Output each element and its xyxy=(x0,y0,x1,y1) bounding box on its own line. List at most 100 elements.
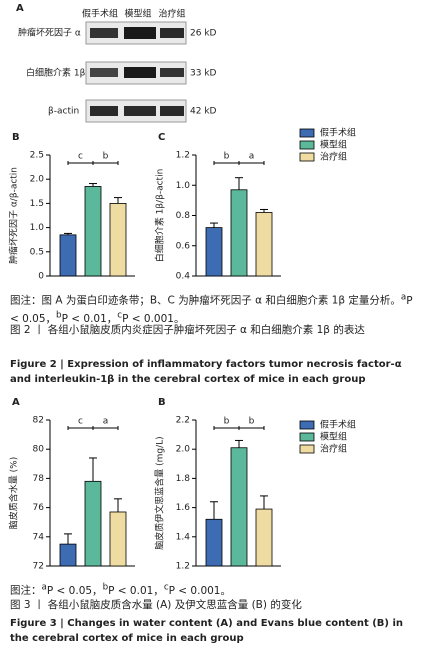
sig-sup: c xyxy=(163,582,169,592)
blot-row-label: 肿瘤坏死因子 α xyxy=(18,27,81,39)
legend-label: 假手术组 xyxy=(320,419,356,431)
sig-label: a xyxy=(103,417,109,427)
sig-sup: b xyxy=(102,582,109,592)
sig-sup: a xyxy=(41,582,47,592)
error-bar xyxy=(210,222,218,228)
sig-label: b xyxy=(224,152,230,162)
sig-label: b xyxy=(103,152,109,162)
blot-size: 33 kD xyxy=(190,69,217,79)
figure-title: 图 3 丨 各组小鼠脑皮质含水量 (A) 及伊文思蓝含量 (B) 的变化 xyxy=(10,599,302,611)
sig-label: b xyxy=(224,417,230,427)
y-axis-label: 脑皮质含水量 (%) xyxy=(8,457,20,529)
legend-swatch xyxy=(299,444,315,454)
legend-label: 治疗组 xyxy=(320,443,347,455)
y-tick-label: 2.0 xyxy=(30,175,45,185)
figure-title-en: Figure 3 | Changes in water content (A) … xyxy=(10,618,403,644)
bar xyxy=(109,202,127,277)
sig-text: P < 0.01， xyxy=(108,584,164,597)
error-bar xyxy=(235,439,243,448)
error-bar xyxy=(210,501,218,520)
panel-label: A xyxy=(16,3,24,14)
blot-size: 42 kD xyxy=(190,107,217,117)
error-bar xyxy=(64,232,72,235)
sig-text: P < 0.05， xyxy=(10,294,413,326)
figure-note: 图注：图 A 为蛋白印迹条带；B、C 为肿瘤坏死因子 α 和白细胞介素 1β 定… xyxy=(10,290,415,327)
sig-notes: aP < 0.05，bP < 0.01，cP < 0.001。 xyxy=(41,582,232,597)
legend-label: 模型组 xyxy=(320,139,347,151)
sig-text: P < 0.001。 xyxy=(122,313,185,325)
bar xyxy=(255,212,273,277)
y-tick-label: 0.8 xyxy=(176,211,191,221)
y-tick-label: 82 xyxy=(33,416,44,426)
group-header: 假手术组 xyxy=(82,8,118,20)
bar xyxy=(59,543,77,567)
legend-label: 模型组 xyxy=(320,431,347,443)
y-tick-label: 0.6 xyxy=(176,241,191,251)
bar xyxy=(205,518,223,567)
blot-size: 26 kD xyxy=(190,29,217,39)
sig-label: a xyxy=(249,152,255,162)
bar xyxy=(205,227,223,277)
y-tick-label: 1.4 xyxy=(176,532,191,542)
bar xyxy=(230,189,248,277)
figure-title: 图 2 丨 各组小鼠脑皮质内炎症因子肿瘤坏死因子 α 和白细胞介素 1β 的表达 xyxy=(10,324,365,336)
legend-swatch xyxy=(299,152,315,162)
y-tick-label: 1.2 xyxy=(176,562,190,572)
sig-sup: a xyxy=(400,292,407,302)
blot-row-label: β-actin xyxy=(48,107,79,117)
y-tick-label: 1.2 xyxy=(176,151,190,161)
error-bar xyxy=(89,183,97,187)
legend-label: 假手术组 xyxy=(320,127,356,139)
note: 图注：图 A 为蛋白印迹条带；B、C 为肿瘤坏死因子 α 和白细胞介素 1β 定… xyxy=(10,294,401,307)
legend-swatch xyxy=(299,128,315,138)
error-bar xyxy=(89,457,97,482)
bar xyxy=(109,511,127,567)
group-header: 模型组 xyxy=(124,8,151,20)
legend-swatch xyxy=(299,140,315,150)
sig-label: b xyxy=(249,417,255,427)
y-tick-label: 1.8 xyxy=(176,474,191,484)
group-header: 治疗组 xyxy=(158,8,185,20)
error-bar xyxy=(64,533,72,545)
sig-notes: aP < 0.05，bP < 0.01，cP < 0.001。 xyxy=(10,292,413,326)
bar xyxy=(84,480,102,567)
y-tick-label: 0.4 xyxy=(176,272,191,282)
bar xyxy=(84,186,102,277)
sig-text: P < 0.01， xyxy=(61,313,118,325)
y-tick-label: 0.5 xyxy=(30,247,44,257)
error-bar xyxy=(114,498,122,512)
figure-title-en: Figure 2 | Expression of inflammatory fa… xyxy=(10,359,402,385)
legend-swatch xyxy=(299,432,315,442)
legend-label: 治疗组 xyxy=(320,151,347,163)
error-bar xyxy=(114,197,122,204)
y-axis-label: 脑皮质伊文思蓝含量 (mg/L) xyxy=(154,436,166,549)
error-bar xyxy=(235,177,243,190)
y-tick-label: 1.5 xyxy=(30,199,44,209)
y-tick-label: 0 xyxy=(38,272,44,282)
y-tick-label: 76 xyxy=(33,503,45,513)
panel-label: B xyxy=(12,132,20,143)
sig-sup: b xyxy=(56,310,62,321)
sig-text: P < 0.001。 xyxy=(168,584,231,597)
y-tick-label: 2.5 xyxy=(30,151,44,161)
sig-label: c xyxy=(78,152,83,162)
y-axis-label: 肿瘤坏死因子 α/β-actin xyxy=(8,167,20,264)
sig-sup: c xyxy=(117,310,123,321)
blot xyxy=(85,21,187,123)
legend-swatch xyxy=(299,420,315,430)
note: 图注： xyxy=(10,584,42,597)
y-tick-label: 74 xyxy=(33,532,45,542)
panel-label: C xyxy=(158,132,165,143)
figure-note: 图注：aP < 0.05，bP < 0.01，cP < 0.001。 xyxy=(10,580,415,599)
y-tick-label: 1.6 xyxy=(176,503,191,513)
blot-row-label: 白细胞介素 1β xyxy=(26,67,86,79)
y-tick-label: 78 xyxy=(33,474,45,484)
y-tick-label: 72 xyxy=(33,562,44,572)
sig-text: P < 0.05， xyxy=(46,584,103,597)
y-tick-label: 2.2 xyxy=(176,416,190,426)
panel-label: B xyxy=(158,397,166,408)
y-axis-label: 白细胞介素 1β/β-actin xyxy=(154,169,166,263)
y-tick-label: 1.0 xyxy=(176,181,191,191)
